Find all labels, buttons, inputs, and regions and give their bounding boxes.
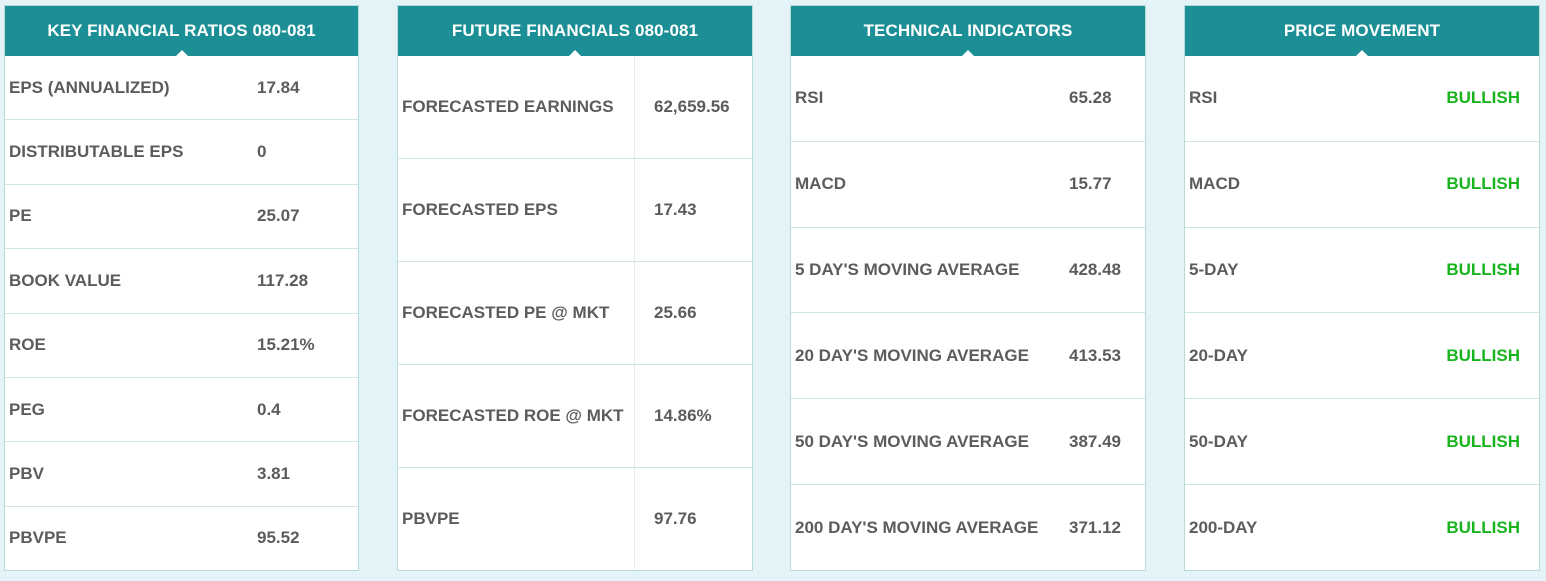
bullish-status: BULLISH bbox=[1446, 260, 1520, 280]
row-label: BOOK VALUE bbox=[9, 270, 122, 290]
table-row: 5 DAY'S MOVING AVERAGE 428.48 bbox=[791, 226, 1145, 313]
table-row: PEG 0.4 bbox=[5, 376, 358, 441]
row-value: 3.81 bbox=[257, 463, 291, 483]
row-label: PEG bbox=[9, 399, 45, 419]
row-value: 117.28 bbox=[257, 270, 309, 290]
row-label: PBV bbox=[9, 463, 44, 483]
table-row: RSI 65.28 bbox=[791, 56, 1145, 141]
row-label: 50-DAY bbox=[1189, 431, 1248, 451]
row-value: 25.66 bbox=[654, 303, 697, 322]
table-row: MACD BULLISH bbox=[1185, 140, 1539, 227]
future-financials-title: FUTURE FINANCIALS 080-081 bbox=[398, 6, 752, 57]
key-financial-ratios-title: KEY FINANCIAL RATIOS 080-081 bbox=[5, 6, 358, 57]
row-label: MACD bbox=[795, 174, 846, 194]
row-label: FORECASTED EARNINGS bbox=[402, 97, 614, 116]
row-value: 17.84 bbox=[257, 77, 300, 97]
table-row: FORECASTED EARNINGS 62,659.56 bbox=[398, 56, 752, 158]
row-value: 428.48 bbox=[1069, 260, 1121, 280]
row-value: 95.52 bbox=[257, 528, 300, 548]
row-value: 15.77 bbox=[1069, 174, 1112, 194]
row-value: 25.07 bbox=[257, 206, 300, 226]
price-movement-card: PRICE MOVEMENT RSI BULLISH MACD BULLISH 5-… bbox=[1184, 5, 1540, 571]
row-value: 371.12 bbox=[1069, 517, 1121, 537]
row-label: 5-DAY bbox=[1189, 260, 1239, 280]
row-value: 0.4 bbox=[257, 399, 281, 419]
row-value: 62,659.56 bbox=[654, 97, 730, 116]
table-row: 200-DAY BULLISH bbox=[1185, 484, 1539, 570]
table-row: FORECASTED ROE @ MKT 14.86% bbox=[398, 364, 752, 467]
row-value: 387.49 bbox=[1069, 431, 1121, 451]
row-value: 0 bbox=[257, 142, 267, 162]
row-label: 200-DAY bbox=[1189, 517, 1258, 537]
table-row: FORECASTED PE @ MKT 25.66 bbox=[398, 261, 752, 364]
row-label: RSI bbox=[795, 88, 824, 108]
table-row: EPS (ANNUALIZED) 17.84 bbox=[5, 56, 358, 119]
table-row: 50-DAY BULLISH bbox=[1185, 398, 1539, 484]
table-row: ROE 15.21% bbox=[5, 312, 358, 377]
key-financial-ratios-card: KEY FINANCIAL RATIOS 080-081 EPS (ANNUAL… bbox=[4, 5, 359, 571]
price-movement-title: PRICE MOVEMENT bbox=[1185, 6, 1539, 57]
bullish-status: BULLISH bbox=[1446, 345, 1520, 365]
row-value: 15.21% bbox=[257, 335, 315, 355]
row-label: MACD bbox=[1189, 174, 1240, 194]
table-row: 200 DAY'S MOVING AVERAGE 371.12 bbox=[791, 484, 1145, 570]
table-row: PBVPE 97.76 bbox=[398, 467, 752, 570]
table-row: RSI BULLISH bbox=[1185, 56, 1539, 141]
bullish-status: BULLISH bbox=[1446, 174, 1520, 194]
row-label: 20-DAY bbox=[1189, 345, 1248, 365]
row-label: FORECASTED ROE @ MKT bbox=[402, 406, 624, 425]
technical-indicators-title: TECHNICAL INDICATORS bbox=[791, 6, 1145, 57]
table-row: PE 25.07 bbox=[5, 183, 358, 248]
row-label: PBVPE bbox=[402, 509, 460, 528]
row-value: 14.86% bbox=[654, 406, 712, 425]
row-label: 200 DAY'S MOVING AVERAGE bbox=[795, 517, 1039, 537]
bullish-status: BULLISH bbox=[1446, 517, 1520, 537]
bullish-status: BULLISH bbox=[1446, 431, 1520, 451]
row-value: 97.76 bbox=[654, 509, 697, 528]
technical-indicators-card: TECHNICAL INDICATORS RSI 65.28 MACD 15.77 … bbox=[790, 5, 1146, 571]
row-label: FORECASTED PE @ MKT bbox=[402, 303, 610, 322]
row-label: PE bbox=[9, 206, 32, 226]
row-label: ROE bbox=[9, 335, 46, 355]
row-value: 17.43 bbox=[654, 200, 697, 219]
row-value: 65.28 bbox=[1069, 88, 1112, 108]
row-label: 5 DAY'S MOVING AVERAGE bbox=[795, 260, 1020, 280]
row-label: RSI bbox=[1189, 88, 1218, 108]
table-row: 50 DAY'S MOVING AVERAGE 387.49 bbox=[791, 398, 1145, 484]
table-row: BOOK VALUE 117.28 bbox=[5, 248, 358, 312]
table-row: PBVPE 95.52 bbox=[5, 505, 358, 570]
table-row: 5-DAY BULLISH bbox=[1185, 226, 1539, 313]
row-label: EPS (ANNUALIZED) bbox=[9, 77, 170, 97]
table-row: FORECASTED EPS 17.43 bbox=[398, 158, 752, 261]
row-label: 20 DAY'S MOVING AVERAGE bbox=[795, 345, 1029, 365]
table-row: MACD 15.77 bbox=[791, 140, 1145, 227]
table-row: 20-DAY BULLISH bbox=[1185, 312, 1539, 398]
bullish-status: BULLISH bbox=[1446, 88, 1520, 108]
row-label: DISTRIBUTABLE EPS bbox=[9, 142, 184, 162]
table-row: PBV 3.81 bbox=[5, 441, 358, 505]
row-label: PBVPE bbox=[9, 528, 67, 548]
row-value: 413.53 bbox=[1069, 345, 1121, 365]
table-row: 20 DAY'S MOVING AVERAGE 413.53 bbox=[791, 312, 1145, 398]
row-label: FORECASTED EPS bbox=[402, 200, 558, 219]
row-label: 50 DAY'S MOVING AVERAGE bbox=[795, 431, 1029, 451]
table-row: DISTRIBUTABLE EPS 0 bbox=[5, 119, 358, 183]
future-financials-card: FUTURE FINANCIALS 080-081 FORECASTED EAR… bbox=[397, 5, 753, 571]
